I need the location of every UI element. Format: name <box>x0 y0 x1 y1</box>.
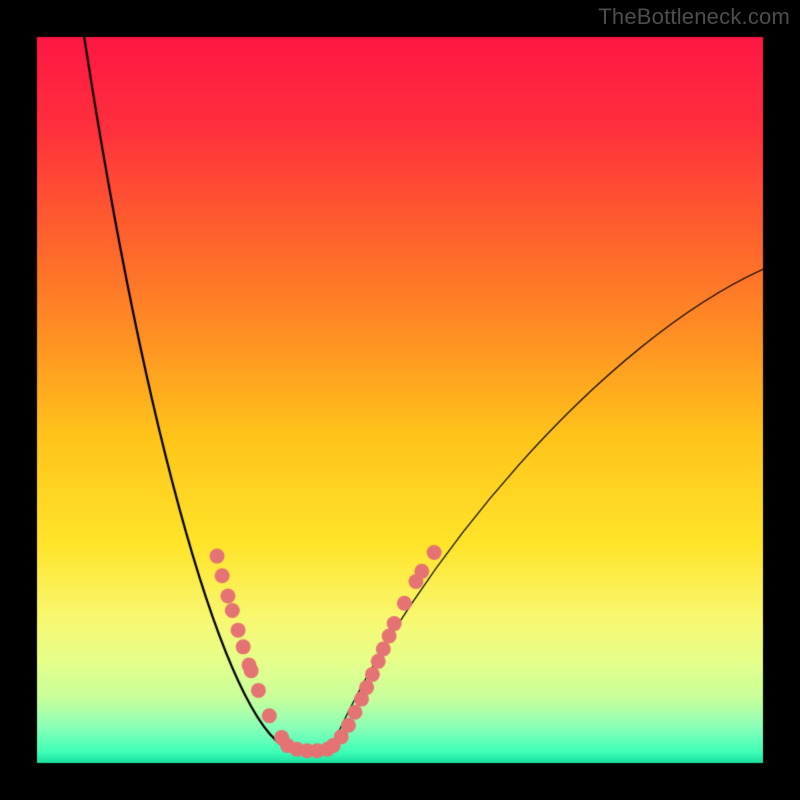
bottleneck-chart-canvas <box>0 0 800 800</box>
watermark-label: TheBottleneck.com <box>598 4 790 30</box>
